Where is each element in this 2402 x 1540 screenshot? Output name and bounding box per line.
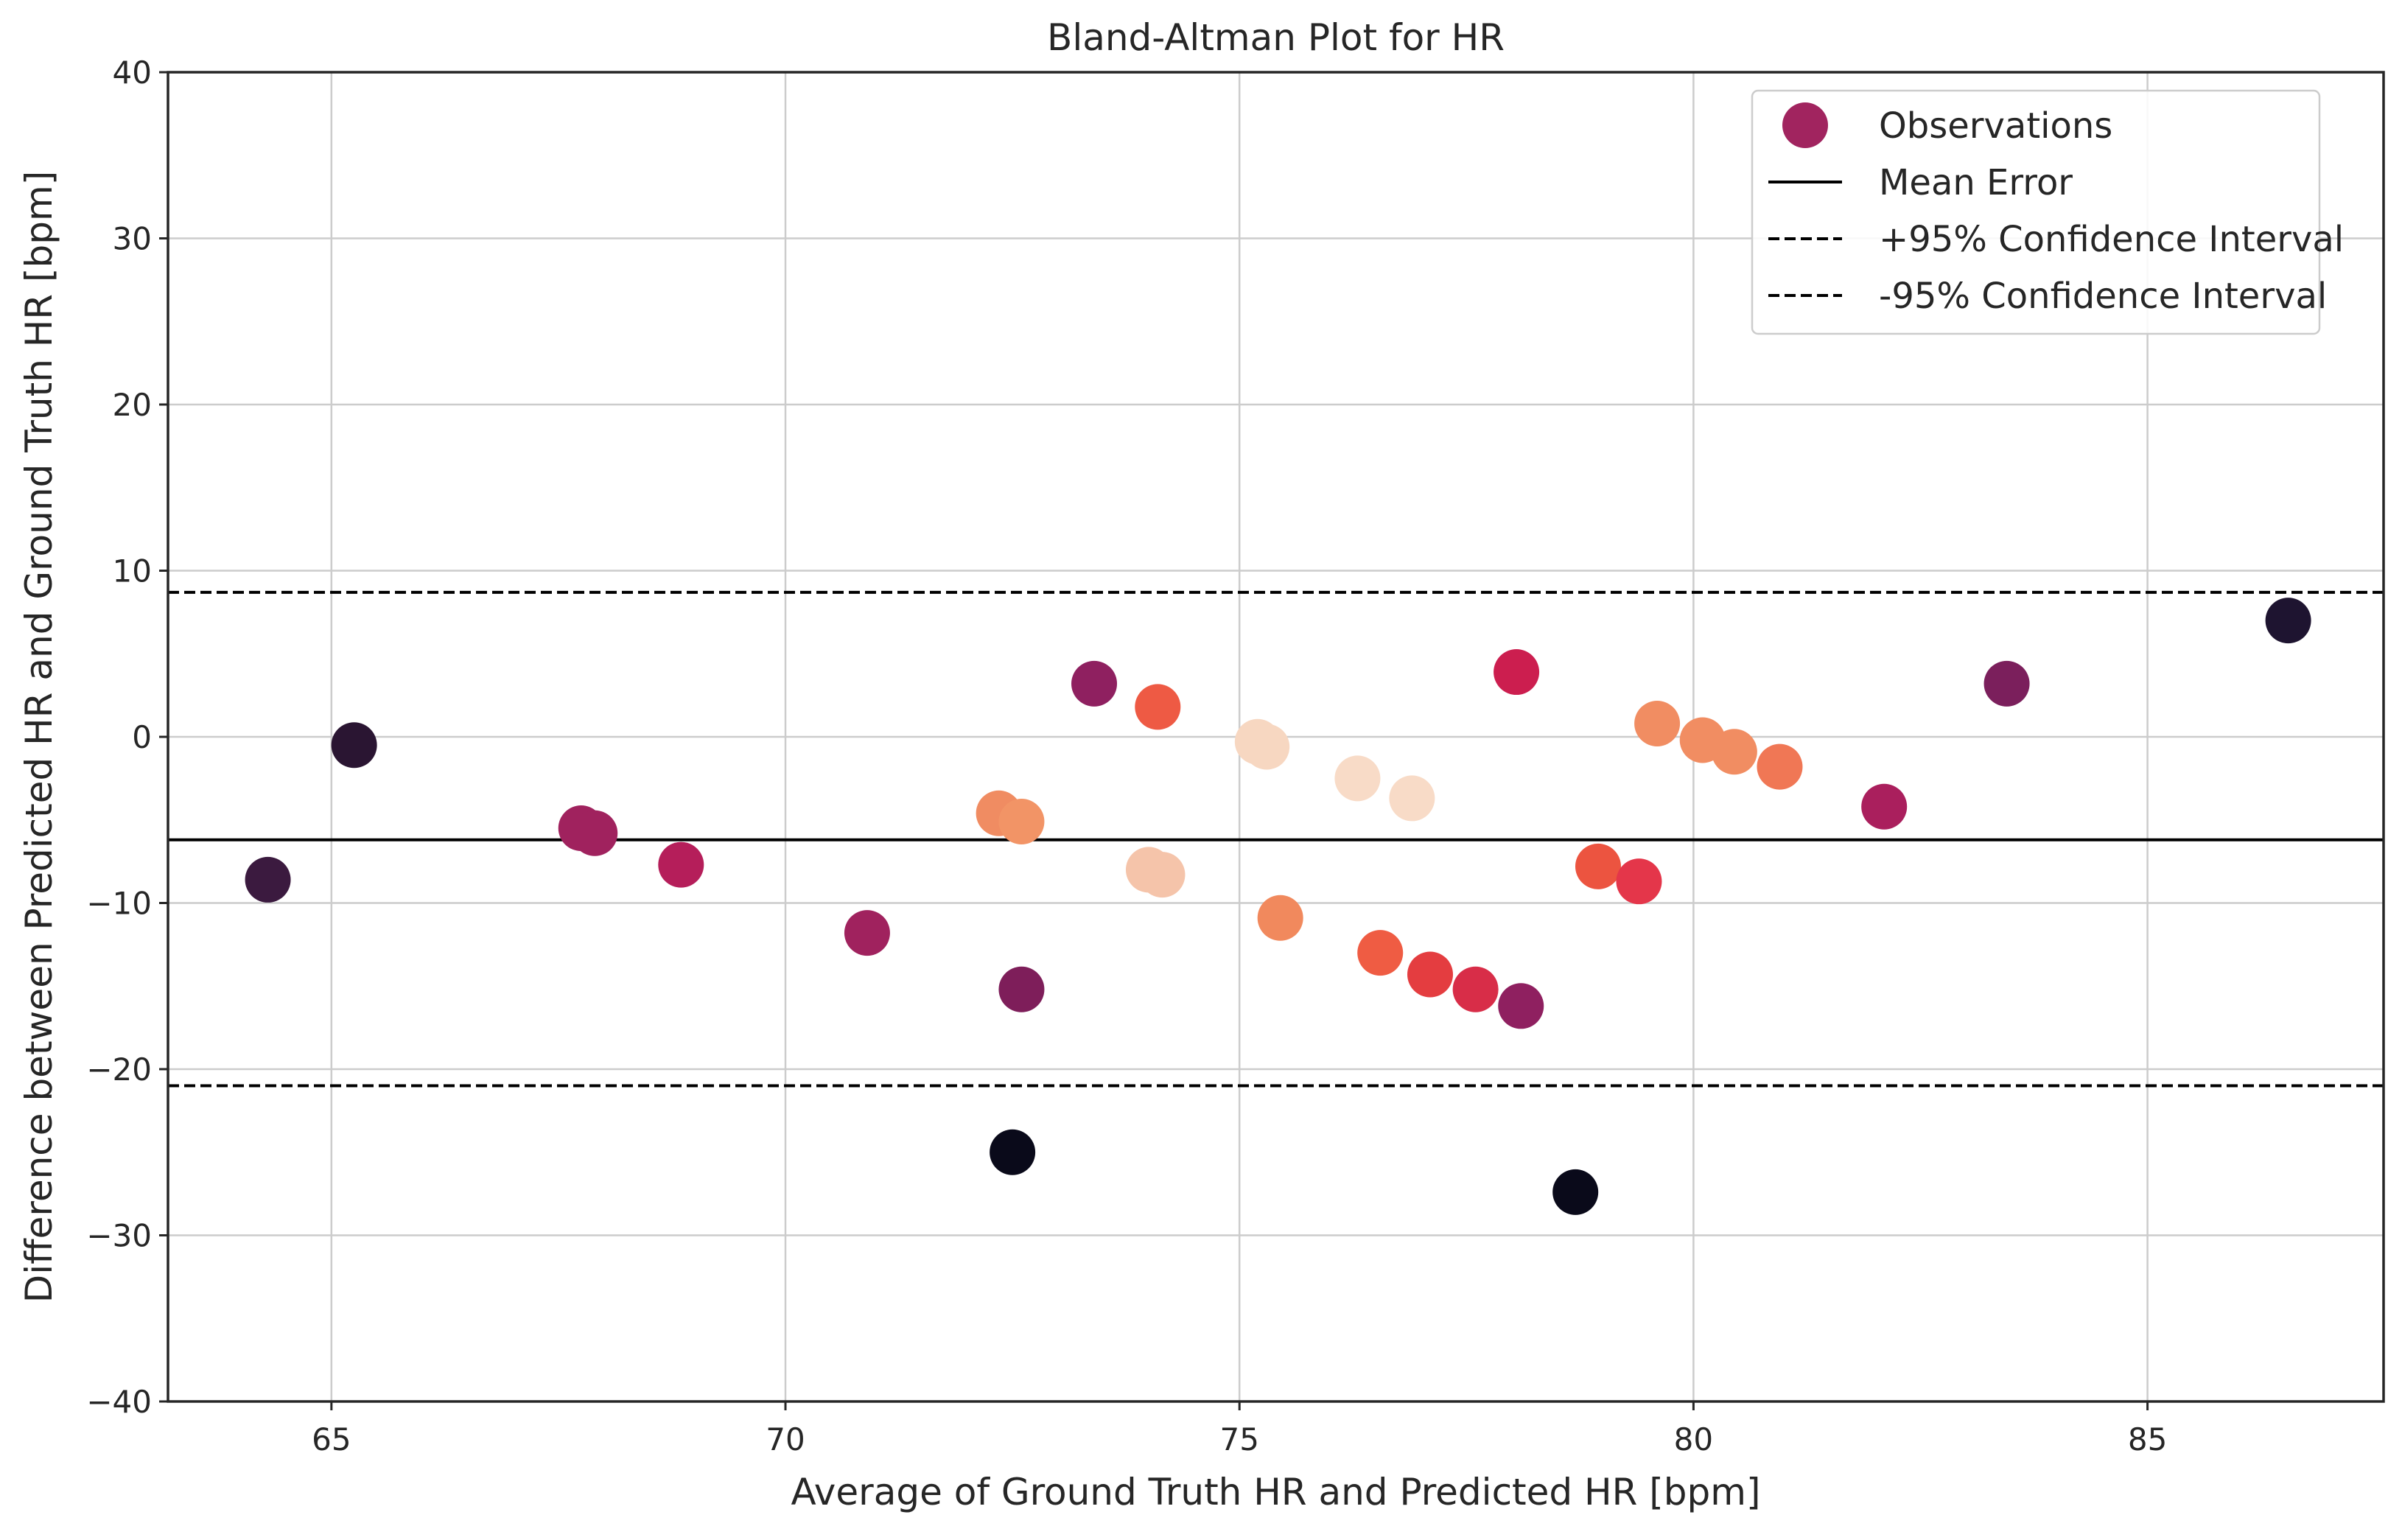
observation-point xyxy=(1498,983,1544,1029)
observation-point xyxy=(1257,895,1303,941)
y-tick-label: −40 xyxy=(86,1384,152,1420)
observation-point xyxy=(1071,660,1118,707)
observation-point xyxy=(1552,1169,1599,1215)
y-tick-label: 10 xyxy=(113,553,152,589)
observation-point xyxy=(1139,852,1186,898)
observation-point xyxy=(1983,660,2030,707)
y-tick-label: −30 xyxy=(86,1218,152,1254)
observation-point xyxy=(844,910,890,956)
x-tick-label: 80 xyxy=(1674,1421,1713,1457)
observation-points xyxy=(245,598,2311,1215)
y-tick-label: 20 xyxy=(113,387,152,423)
y-axis-label: Difference between Predicted HR and Grou… xyxy=(18,171,60,1303)
legend-box xyxy=(1751,89,2321,335)
observation-point xyxy=(1135,684,1181,730)
observation-point xyxy=(990,1129,1036,1175)
observation-point xyxy=(1389,775,1435,822)
observation-point xyxy=(1494,649,1540,696)
legend-mean-error-label: Mean Error xyxy=(1879,162,2073,203)
observation-point xyxy=(998,966,1045,1012)
legend-observations-label: Observations xyxy=(1879,105,2112,147)
y-tick-label: 30 xyxy=(113,221,152,257)
observation-point xyxy=(1616,858,1662,905)
observation-point xyxy=(2265,598,2311,644)
legend-lower-ci-label: -95% Confidence Interval xyxy=(1879,276,2327,317)
legend-upper-ci-label: +95% Confidence Interval xyxy=(1879,219,2344,260)
legend: Observations Mean Error +95% Confidence … xyxy=(1751,89,2344,335)
observation-point xyxy=(1407,951,1454,998)
reference-lines xyxy=(168,590,2384,1088)
x-tick-label: 70 xyxy=(766,1421,805,1457)
observation-point xyxy=(998,799,1045,845)
y-tick-label: −10 xyxy=(86,886,152,922)
observation-point xyxy=(1452,966,1499,1012)
observation-point xyxy=(1575,843,1621,889)
axis-ticks: 65 70 75 80 85 −40 −30 −20 −10 0 10 20 30 40 xyxy=(86,55,2167,1457)
x-axis-label: Average of Ground Truth HR and Predicted… xyxy=(791,1471,1761,1513)
observation-point xyxy=(572,810,618,856)
observation-point xyxy=(1244,724,1290,770)
y-tick-label: 40 xyxy=(113,55,152,91)
observation-point xyxy=(1757,743,1803,790)
observation-point xyxy=(1861,783,1908,830)
observation-point xyxy=(1711,729,1757,775)
x-tick-label: 75 xyxy=(1219,1421,1258,1457)
legend-observations-marker xyxy=(1782,102,1828,148)
x-tick-label: 85 xyxy=(2128,1421,2167,1457)
chart-title: Bland-Altman Plot for HR xyxy=(1047,16,1505,59)
observation-point xyxy=(245,856,291,903)
y-tick-label: −20 xyxy=(86,1051,152,1088)
observation-point xyxy=(1334,755,1381,802)
observation-point xyxy=(331,722,377,769)
observation-point xyxy=(658,841,704,888)
y-tick-label: 0 xyxy=(132,719,152,755)
observation-point xyxy=(1357,930,1404,976)
observation-point xyxy=(1634,700,1681,746)
x-tick-label: 65 xyxy=(312,1421,351,1457)
